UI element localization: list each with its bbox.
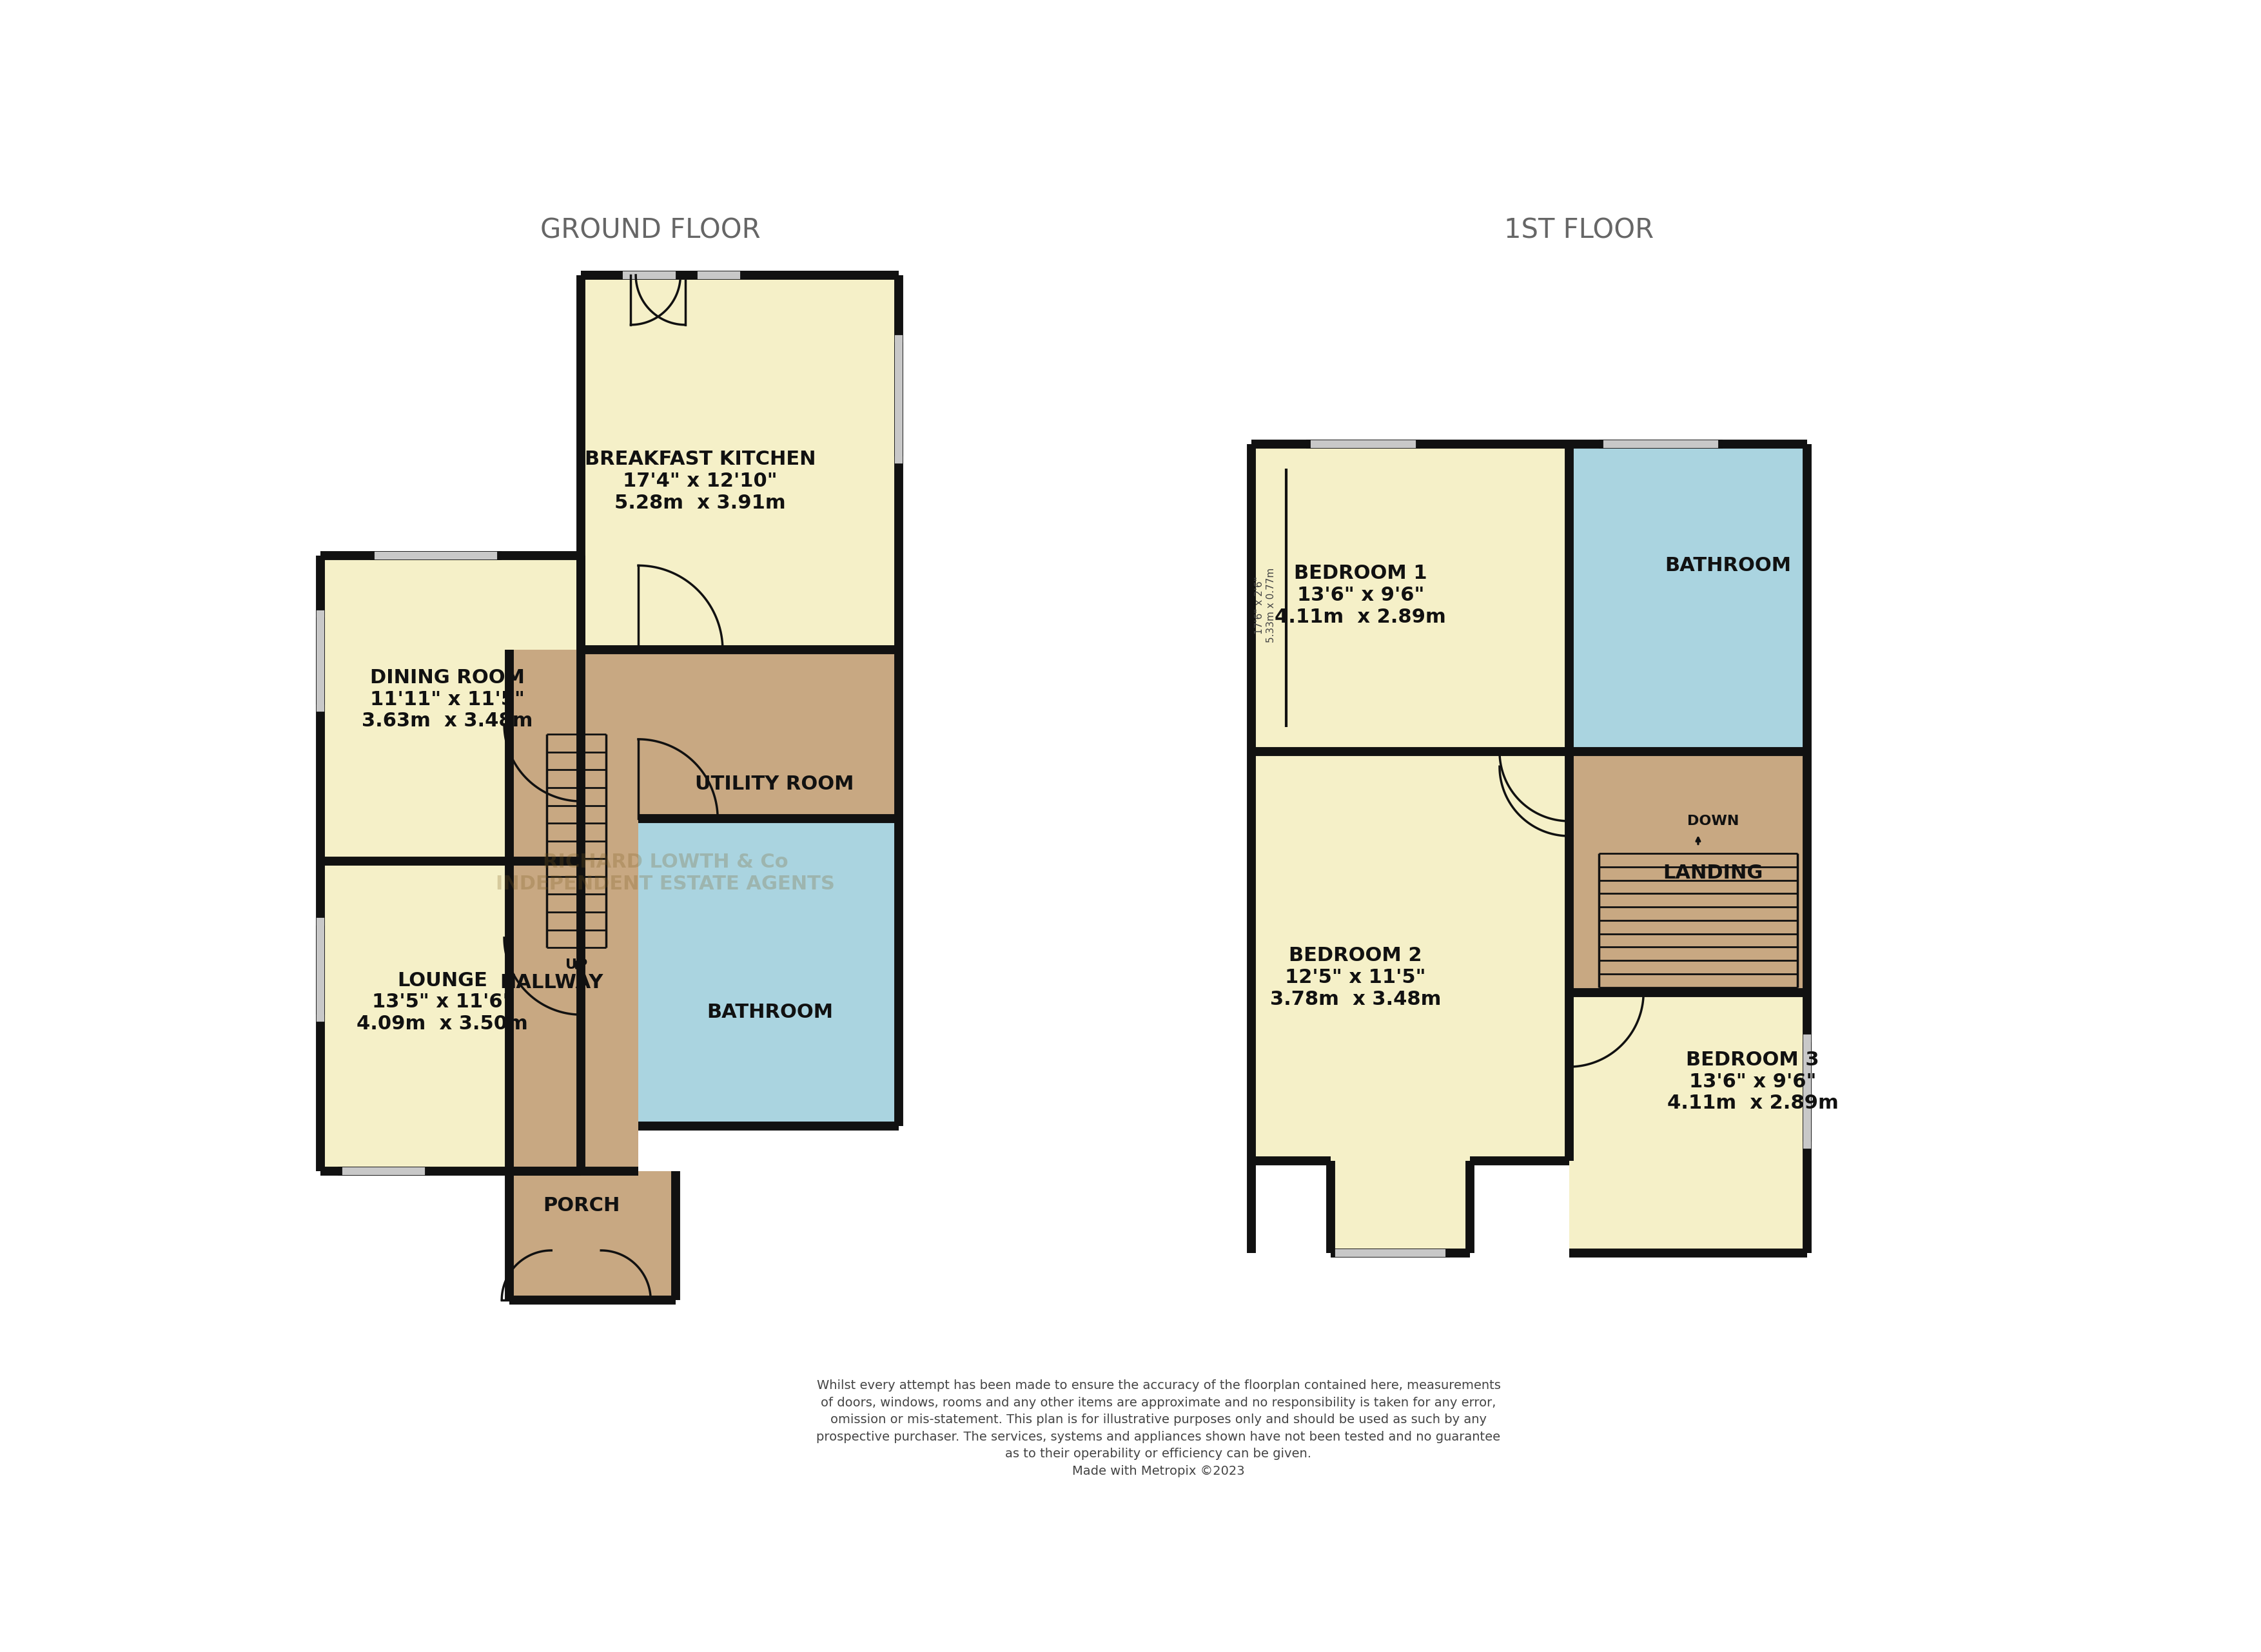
Bar [509,1171,676,1300]
Bar [1250,752,1569,1161]
Text: UTILITY ROOM: UTILITY ROOM [696,775,855,793]
Bar [638,649,900,819]
Text: PORCH: PORCH [543,1196,620,1216]
Text: UP: UP [565,958,588,971]
Text: BEDROOM 2
12'5" x 11'5"
3.78m  x 3.48m: BEDROOM 2 12'5" x 11'5" 3.78m x 3.48m [1271,947,1440,1008]
Bar [1569,444,1807,752]
Text: LOUNGE
13'5" x 11'6"
4.09m  x 3.50m: LOUNGE 13'5" x 11'6" 4.09m x 3.50m [357,971,527,1032]
Text: LANDING: LANDING [1662,864,1764,882]
Text: BATHROOM: BATHROOM [1664,557,1791,575]
Bar [1569,993,1807,1252]
Text: Whilst every attempt has been made to ensure the accuracy of the floorplan conta: Whilst every attempt has been made to en… [816,1379,1501,1477]
Bar [1332,1161,1470,1252]
Text: DOWN: DOWN [1687,814,1739,828]
Text: DINING ROOM
11'11" x 11'5"
3.63m  x 3.48m: DINING ROOM 11'11" x 11'5" 3.63m x 3.48m [362,669,534,730]
Bar [581,276,900,649]
Text: BEDROOM 1
13'6" x 9'6"
4.11m  x 2.89m: BEDROOM 1 13'6" x 9'6" 4.11m x 2.89m [1275,565,1447,626]
Text: BATHROOM: BATHROOM [708,1003,832,1021]
Bar [321,555,581,1171]
Bar [1569,752,1807,993]
Text: HALLWAY: HALLWAY [500,973,604,991]
Bar [1250,444,1569,752]
Text: RICHARD LOWTH & Co
INDEPENDENT ESTATE AGENTS: RICHARD LOWTH & Co INDEPENDENT ESTATE AG… [495,852,834,894]
Text: 1ST FLOOR: 1ST FLOOR [1504,216,1653,244]
Bar [509,649,638,1171]
Bar [638,819,900,1127]
Text: BREAKFAST KITCHEN
17'4" x 12'10"
5.28m  x 3.91m: BREAKFAST KITCHEN 17'4" x 12'10" 5.28m x… [586,449,816,512]
Text: GROUND FLOOR: GROUND FLOOR [540,216,760,244]
Text: BEDROOM 3
13'6" x 9'6"
4.11m  x 2.89m: BEDROOM 3 13'6" x 9'6" 4.11m x 2.89m [1666,1051,1838,1113]
Text: 17'6" x 2'6"
5.33m x 0.77m: 17'6" x 2'6" 5.33m x 0.77m [1255,568,1275,643]
